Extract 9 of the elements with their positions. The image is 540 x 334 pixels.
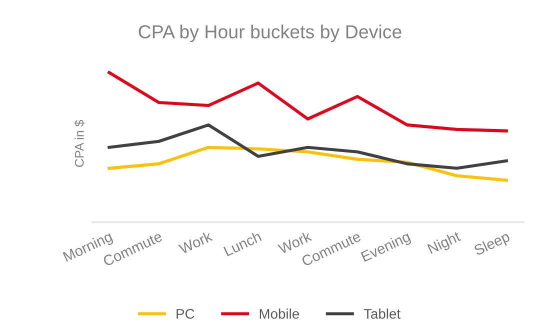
legend-label: Mobile: [260, 308, 300, 319]
legend-label: Tablet: [364, 308, 400, 319]
x-tick-label: Sleep: [473, 230, 512, 258]
y-axis-title: CPA in $: [74, 120, 85, 167]
legend-label: PC: [176, 308, 194, 319]
x-tick-label: Lunch: [223, 230, 262, 256]
x-tick-label: Work: [178, 230, 214, 254]
x-tick-label: Night: [426, 230, 462, 257]
chart-title: CPA by Hour buckets by Device: [138, 24, 402, 42]
